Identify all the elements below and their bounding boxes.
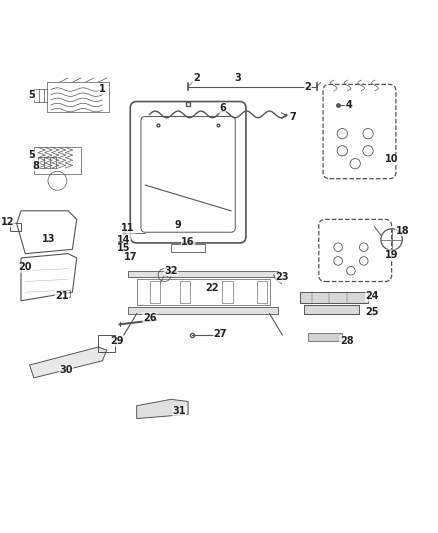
Bar — [60, 289, 70, 297]
Bar — [300, 292, 368, 303]
Text: 21: 21 — [55, 290, 68, 301]
Text: 1: 1 — [99, 84, 106, 94]
Text: 25: 25 — [366, 308, 379, 317]
Text: 19: 19 — [385, 250, 399, 260]
Bar — [10, 223, 21, 230]
Bar — [128, 307, 278, 313]
Bar — [257, 281, 267, 303]
Text: 2: 2 — [305, 82, 311, 92]
Text: 20: 20 — [18, 262, 32, 272]
Bar — [223, 281, 233, 303]
Text: 6: 6 — [219, 103, 226, 113]
Bar — [98, 335, 115, 352]
Text: 31: 31 — [173, 406, 186, 416]
Text: 8: 8 — [32, 161, 39, 171]
Bar — [180, 281, 190, 303]
Text: 12: 12 — [1, 217, 15, 227]
Bar — [171, 244, 205, 252]
Text: 14: 14 — [117, 235, 131, 245]
Polygon shape — [137, 399, 188, 418]
Text: 10: 10 — [385, 155, 399, 164]
Text: 26: 26 — [143, 313, 156, 323]
Bar — [128, 271, 278, 277]
Text: 2: 2 — [193, 73, 200, 83]
Text: 16: 16 — [181, 237, 195, 247]
Text: 9: 9 — [174, 220, 181, 230]
Text: 24: 24 — [366, 292, 379, 302]
Text: 18: 18 — [396, 226, 409, 236]
Bar — [149, 281, 160, 303]
Bar — [34, 147, 81, 174]
Text: 5: 5 — [28, 90, 35, 100]
Text: 32: 32 — [164, 266, 178, 276]
Text: 30: 30 — [59, 365, 73, 375]
Text: 23: 23 — [276, 272, 289, 282]
Text: 11: 11 — [121, 223, 135, 233]
Text: 5: 5 — [28, 150, 35, 160]
Bar — [137, 279, 269, 305]
Bar — [304, 305, 360, 313]
Text: 27: 27 — [213, 329, 227, 339]
Text: 28: 28 — [340, 336, 353, 346]
Text: 3: 3 — [234, 73, 241, 83]
Text: 29: 29 — [111, 336, 124, 346]
Bar — [308, 333, 343, 342]
Polygon shape — [29, 347, 107, 378]
Bar — [47, 82, 109, 112]
Text: 13: 13 — [42, 233, 56, 244]
Text: 17: 17 — [124, 252, 137, 262]
Text: 22: 22 — [205, 283, 219, 293]
Text: 15: 15 — [117, 243, 131, 253]
Text: 4: 4 — [346, 100, 352, 110]
Text: 7: 7 — [290, 112, 297, 123]
